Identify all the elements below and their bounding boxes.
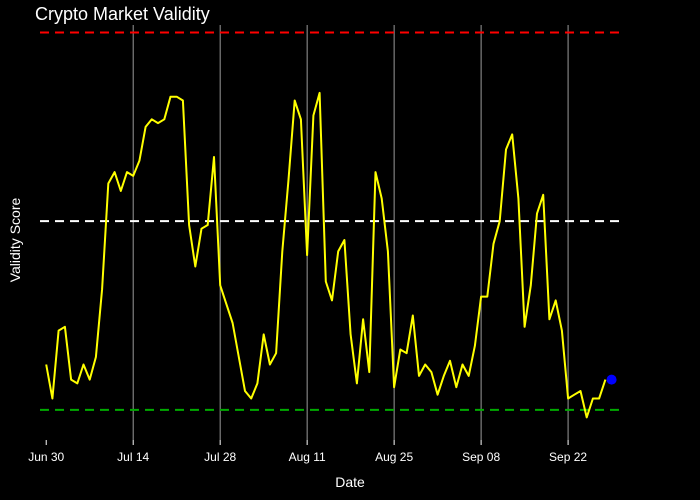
y-axis-label: Validity Score [7, 198, 23, 283]
series-group [45, 91, 617, 419]
x-tick-label: Sep 22 [549, 450, 587, 464]
series-line [45, 91, 607, 419]
x-tick-label: Aug 25 [375, 450, 413, 464]
x-axis-ticks: Jun 30 Jul 14 Jul 28 Aug 11 Aug 25 Sep 08 Sep … [28, 440, 587, 464]
x-tick-label: Sep 08 [462, 450, 500, 464]
highlight-point [606, 374, 617, 385]
x-tick-label: Jun 30 [28, 450, 64, 464]
x-tick-label: Aug 11 [289, 450, 326, 464]
x-axis-label: Date [335, 474, 365, 490]
chart-title: Crypto Market Validity [35, 4, 210, 24]
x-tick-label: Jul 14 [117, 450, 149, 464]
x-tick-label: Jul 28 [204, 450, 236, 464]
reference-lines [40, 31, 624, 411]
